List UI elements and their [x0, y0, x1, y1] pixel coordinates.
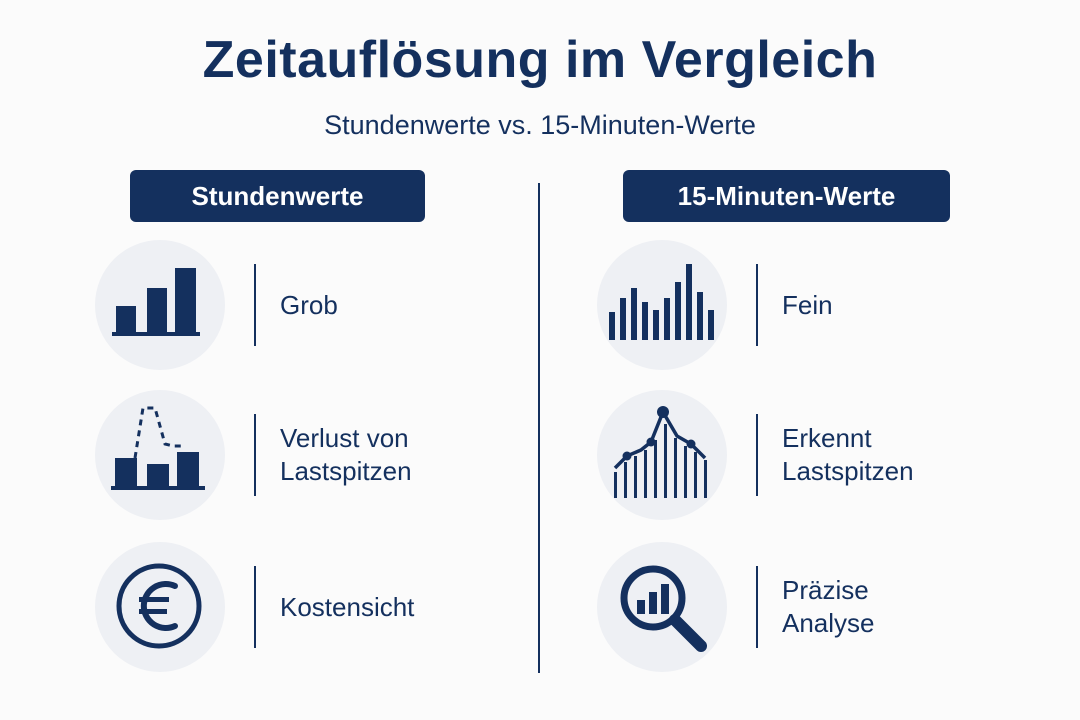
row-label: Grob	[280, 240, 338, 370]
row-stundenwerte-kosten: Kostensicht	[95, 542, 535, 672]
row-separator	[756, 414, 758, 496]
row-separator	[254, 414, 256, 496]
row-label: Kostensicht	[280, 542, 414, 672]
magnifier-chart-icon	[620, 565, 707, 652]
icon-circle	[597, 390, 727, 520]
icon-circle	[597, 542, 727, 672]
fine-bar-chart-icon	[609, 264, 714, 340]
row-15min-fein: Fein	[597, 240, 1037, 370]
right-column-header: 15-Minuten-Werte	[623, 170, 950, 222]
icon-circle	[597, 240, 727, 370]
row-label: Verlust von Lastspitzen	[280, 390, 412, 520]
row-separator	[254, 264, 256, 346]
row-15min-praezise: Präzise Analyse	[597, 542, 1037, 672]
row-separator	[756, 264, 758, 346]
row-label-line: Präzise	[782, 575, 869, 605]
bar-chart-icon	[112, 268, 200, 336]
peak-line-chart-icon	[613, 406, 707, 498]
icon-circle	[95, 542, 225, 672]
row-label-line: Fein	[782, 289, 833, 320]
row-separator	[254, 566, 256, 648]
row-separator	[756, 566, 758, 648]
icon-circle	[95, 240, 225, 370]
row-label-line: Grob	[280, 289, 338, 320]
row-label-line: Erkennt	[782, 423, 872, 453]
row-label: Fein	[782, 240, 833, 370]
page-subtitle: Stundenwerte vs. 15-Minuten-Werte	[324, 110, 756, 140]
page-title: Zeitauflösung im Vergleich	[202, 31, 878, 89]
left-column-header: Stundenwerte	[130, 170, 425, 222]
row-label-line: Verlust von	[280, 423, 409, 453]
row-label-line: Lastspitzen	[280, 456, 412, 486]
row-15min-erkennt: Erkennt Lastspitzen	[597, 390, 1037, 520]
row-label-line: Kostensicht	[280, 591, 415, 622]
lost-peak-bars-icon	[111, 406, 205, 490]
icon-circle	[95, 390, 225, 520]
row-label: Erkennt Lastspitzen	[782, 390, 914, 520]
row-label-line: Lastspitzen	[782, 456, 914, 486]
row-label-line: Analyse	[782, 608, 875, 638]
row-label: Präzise Analyse	[782, 542, 875, 672]
row-stundenwerte-grob: Grob	[95, 240, 535, 370]
row-stundenwerte-verlust: Verlust von Lastspitzen	[95, 390, 535, 520]
euro-icon	[116, 563, 202, 649]
column-divider	[538, 183, 540, 673]
